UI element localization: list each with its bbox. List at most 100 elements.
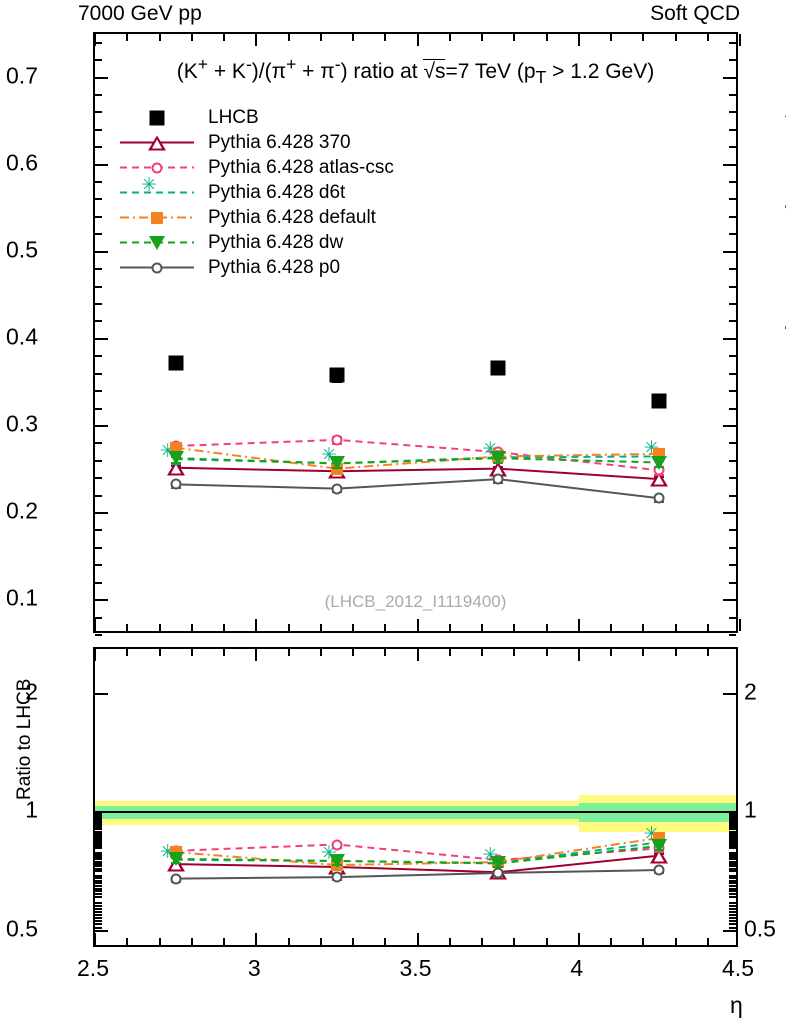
data-point-pythia-6-428-p0-ratio	[331, 871, 343, 883]
y-axis-tick-label: 0.1	[6, 584, 38, 611]
marker-glyph	[490, 856, 507, 871]
x-axis-tick-label: 3.5	[399, 955, 432, 981]
x-tick	[126, 624, 129, 631]
x-tick	[706, 649, 709, 656]
x-tick	[255, 34, 258, 46]
legend-item-pythia-6-428-default[interactable]: Pythia 6.428 default	[118, 205, 394, 230]
ratio-y-tick-minor	[95, 877, 102, 880]
ratio-y-tick-minor	[729, 874, 736, 877]
x-tick	[287, 649, 290, 656]
ratio-y-tick-minor	[729, 847, 736, 850]
legend-symbol-pythia-6-428-dw	[118, 230, 196, 255]
x-tick	[416, 649, 419, 661]
x-tick	[416, 933, 419, 945]
y-tick-minor	[95, 146, 102, 149]
series-line-pythia-6-428-370-ratio	[175, 854, 660, 874]
y-axis-tick-label: 0.7	[6, 62, 38, 89]
ratio-y-tick-minor	[729, 877, 736, 880]
ratio-y-tick-minor	[95, 818, 102, 821]
plot-title: (K+ + K-)/(π+ + π-) ratio at √s=7 TeV (p…	[93, 54, 738, 88]
y-tick-minor	[729, 546, 736, 549]
x-tick	[674, 624, 677, 631]
x-tick	[481, 34, 483, 41]
legend-line-pythia-6-428-d6t	[120, 191, 194, 194]
x-tick	[94, 34, 96, 46]
ratio-y-tick-minor	[729, 887, 736, 890]
ratio-y-tick-minor	[729, 818, 736, 821]
header-collision-energy: 7000 GeV pp	[78, 2, 202, 25]
ratio-y-tick-minor	[729, 916, 736, 919]
legend-item-pythia-6-428-dw[interactable]: Pythia 6.428 dw	[118, 230, 394, 255]
ratio-y-tick-minor	[95, 923, 102, 926]
y-tick-minor	[729, 128, 736, 131]
legend-marker-pythia-6-428-atlas-csc	[151, 162, 163, 173]
legend-symbol-pythia-6-428-default	[118, 205, 196, 230]
x-tick	[577, 649, 580, 661]
ratio-y-tick-minor	[729, 856, 736, 859]
ratio-y-tick-minor	[729, 692, 736, 695]
series-line-pythia-6-428-atlas-csc-ratio	[175, 843, 660, 862]
y-tick-minor	[729, 285, 736, 288]
x-tick	[610, 938, 612, 945]
ratio-y-tick-minor	[95, 816, 102, 819]
x-tick	[126, 938, 129, 945]
ratio-y-tick-minor	[95, 833, 102, 836]
y-tick-minor	[95, 390, 102, 393]
ratio-y-tick-minor	[95, 862, 102, 865]
legend-label-lhcb: LHCB	[208, 106, 259, 128]
marker-glyph	[168, 355, 184, 371]
ratio-y-tick-minor	[729, 841, 736, 844]
x-tick	[481, 624, 483, 631]
ratio-y-tick-minor	[729, 814, 736, 817]
marker-glyph	[492, 867, 504, 879]
series-line-pythia-6-428-default	[175, 446, 660, 470]
marker-glyph	[331, 483, 343, 495]
ratio-y-tick-label: 0.5	[6, 915, 38, 942]
ratio-y-tick-minor	[95, 811, 102, 814]
x-tick	[513, 34, 516, 41]
x-tick	[610, 34, 612, 41]
y-tick-minor	[95, 372, 102, 375]
data-point-pythia-6-428-p0-ratio	[492, 867, 504, 879]
data-point-lhcb	[490, 360, 506, 376]
marker-glyph	[329, 367, 345, 383]
y-tick-major	[95, 250, 108, 253]
legend-symbol-pythia-6-428-p0	[118, 255, 196, 280]
y-tick-minor	[95, 494, 102, 497]
x-tick	[190, 649, 193, 656]
legend-item-pythia-6-428-atlas-csc[interactable]: Pythia 6.428 atlas-csc	[118, 155, 394, 180]
x-tick	[95, 933, 96, 945]
legend-item-pythia-6-428-p0[interactable]: Pythia 6.428 p0	[118, 255, 394, 280]
ratio-y-tick-minor	[95, 841, 102, 844]
ratio-y-tick-minor	[729, 823, 736, 826]
ratio-y-tick-minor	[729, 858, 736, 861]
legend-item-pythia-6-428-370[interactable]: Pythia 6.428 370	[118, 130, 394, 155]
ratio-y-tick-minor	[95, 831, 102, 834]
ratio-y-tick-minor	[729, 811, 736, 814]
y-tick-minor	[95, 407, 102, 410]
ratio-y-tick-minor	[729, 835, 736, 838]
y-tick-minor	[95, 634, 102, 636]
x-tick	[642, 938, 645, 945]
ratio-y-tick-minor	[95, 837, 102, 840]
x-tick	[223, 34, 225, 41]
x-axis-tick-label: 4	[570, 955, 584, 981]
ratio-y-tick-minor	[95, 822, 102, 824]
x-tick	[642, 649, 645, 656]
legend-item-pythia-6-428-d6t[interactable]: ✳ Pythia 6.428 d6t	[118, 176, 394, 205]
ratio-y-tick-minor	[729, 822, 736, 824]
x-tick	[545, 649, 548, 656]
legend-label-pythia-6-428-d6t: Pythia 6.428 d6t	[208, 181, 346, 203]
x-axis-tick-label: 2.5	[77, 955, 109, 981]
x-tick	[448, 624, 451, 631]
ratio-y-tick-minor	[95, 845, 102, 848]
data-point-lhcb	[651, 393, 667, 409]
ratio-y-tick-minor	[729, 867, 736, 870]
header-process: Soft QCD	[650, 2, 740, 25]
y-tick-major	[95, 599, 108, 602]
x-tick	[739, 34, 741, 46]
legend-item-lhcb[interactable]: LHCB	[118, 105, 394, 130]
y-tick-minor	[95, 459, 102, 462]
data-point-pythia-6-428-dw	[651, 455, 668, 470]
y-tick-minor	[95, 320, 102, 323]
